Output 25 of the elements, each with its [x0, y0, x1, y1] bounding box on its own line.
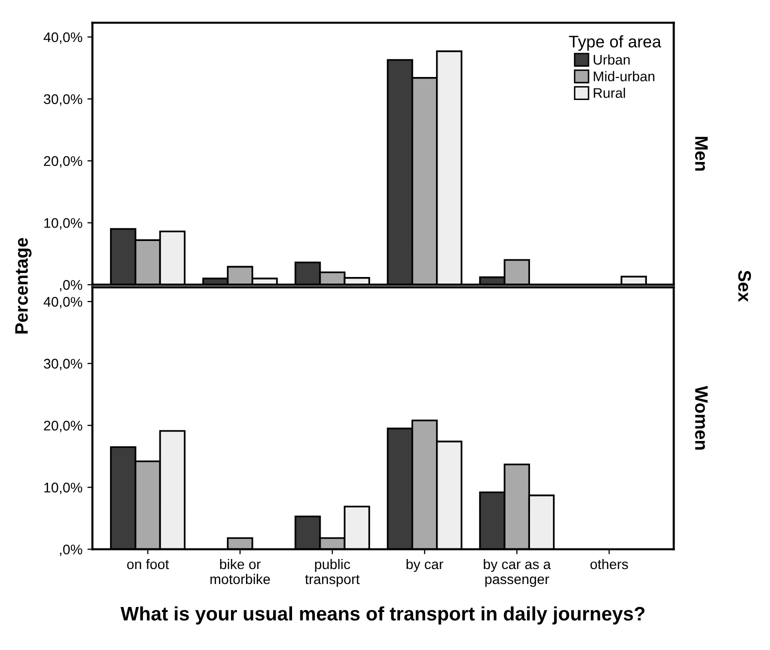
y2-axis-title: Men [695, 136, 708, 171]
y-axis-title: Percentage [15, 238, 32, 334]
x-tick-label: bike or motorbike [210, 558, 270, 584]
y-tick-label: ,0% [60, 544, 82, 556]
y-tick-label: 40,0% [44, 32, 82, 44]
x-tick-label: on foot [127, 558, 169, 570]
y-tick-label: 30,0% [44, 358, 82, 370]
x-tick-label: by car [406, 558, 444, 572]
x-tick-label: others [590, 558, 628, 570]
x-tick-label: by car as a passenger [484, 558, 551, 587]
y-tick-label: 20,0% [44, 420, 82, 432]
y-tick-label: ,0% [60, 280, 82, 292]
legend-label: Mid-urban [594, 71, 654, 82]
y-tick-label: 10,0% [44, 218, 82, 230]
y-tick-label: 40,0% [44, 296, 82, 308]
y-tick-label: 30,0% [44, 94, 82, 106]
text: Sex [738, 270, 751, 302]
x-axis-title: What is your usual means of transport in daily journeys? [120, 606, 645, 624]
y2-axis-title: Women [695, 386, 708, 450]
x-tick-label: public transport [305, 558, 360, 587]
y-tick-label: 10,0% [44, 482, 82, 494]
legend-label: Rural [594, 88, 625, 98]
legend-title: Type of area [568, 35, 662, 51]
legend-label: Urban [594, 54, 630, 65]
y-tick-label: 20,0% [44, 156, 82, 168]
